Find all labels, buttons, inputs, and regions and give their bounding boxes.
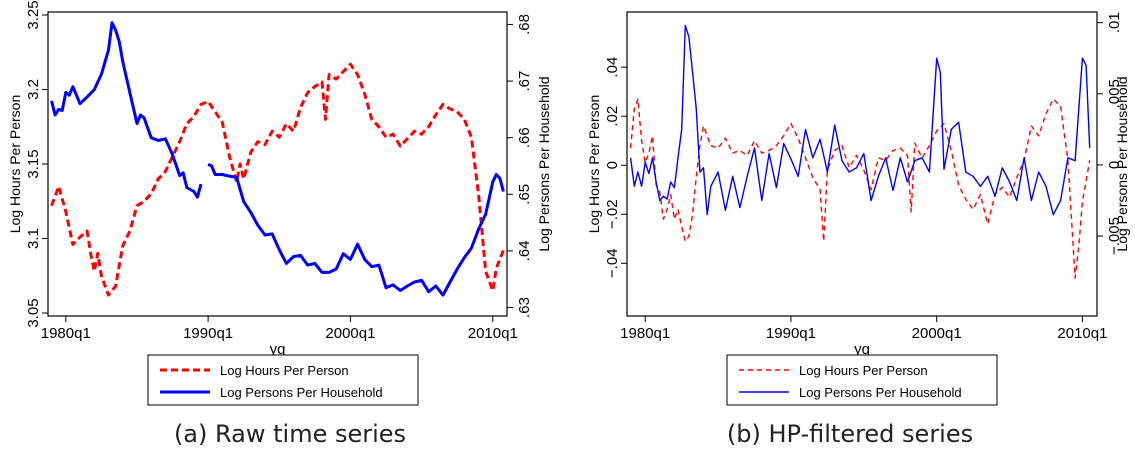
legend-label-hours-per-person: Log Hours Per Person [220,363,349,378]
plot-frame [47,11,508,317]
caption-a: (a) Raw time series [173,420,407,448]
y-tick-label-right: −.005 [1106,217,1123,255]
y-tick-label-right: .64 [516,240,533,261]
legend: Log Hours Per Person Log Persons Per Hous… [147,354,419,406]
series-line-hours-per-person [629,98,1091,279]
x-axis-label: yq [270,341,286,358]
legend: Log Hours Per Person Log Persons Per Hous… [726,354,998,406]
y-tick-label-right: .63 [516,297,533,318]
y-axis-label-left: Log Hours Per Person [586,95,602,234]
y-tick-label-left: 3.15 [25,149,42,178]
series-line-persons-per-household [629,24,1091,216]
y-tick-label-left: −.04 [604,248,621,278]
plot-frame [626,11,1098,317]
y-axis-label-left: Log Hours Per Person [7,95,23,234]
y-tick-label-left: 0 [604,161,621,169]
x-tick-label: 2000q1 [325,325,375,342]
y-tick-label-left: .04 [604,57,621,78]
y-tick-label-left: 3.05 [25,298,42,327]
y-tick-label-right: .65 [516,184,533,205]
legend-box [147,354,419,406]
y-tick-label-right: .005 [1106,79,1123,108]
x-tick-label: 2000q1 [912,325,962,342]
y-tick-label-right: .66 [516,127,533,148]
y-axis-label-right: Log Persons Per Household [536,76,552,251]
x-tick-label: 1980q1 [620,325,670,342]
x-axis-label: yq [854,341,870,358]
legend-label-persons-per-household: Log Persons Per Household [220,385,383,400]
y-tick-label-right: .01 [1106,12,1123,33]
y-tick-label-left: 3.2 [25,79,42,100]
x-tick-label: 1990q1 [766,325,816,342]
caption-b: (b) HP-filtered series [726,420,974,448]
legend-box [726,354,998,406]
series-line-hours-per-person [50,62,505,297]
x-tick-label: 1980q1 [41,325,91,342]
y-tick-label-left: .02 [604,106,621,127]
chart-raw-series: 1980q1 1990q1 2000q1 2010q1 yq 3.05 3.1 3.15 3.2… [7,0,552,406]
y-axis-label-right: Log Persons Per Household [1114,76,1130,251]
y-tick-label-right: 0 [1106,161,1123,169]
y-tick-label-right: .68 [516,14,533,35]
legend-label-persons-per-household: Log Persons Per Household [799,385,962,400]
x-tick-label: 2010q1 [1057,325,1107,342]
series-line-persons-per-household-seg1 [207,162,505,297]
y-tick-label-left: 3.1 [25,228,42,249]
y-tick-label-left: −.02 [604,199,621,229]
y-tick-label-left: 3.25 [25,0,42,29]
y-tick-label-right: .67 [516,71,533,92]
chart-hp-filtered: 1980q1 1990q1 2000q1 2010q1 yq −.04 −.02 0 .02 .0… [586,11,1130,406]
legend-label-hours-per-person: Log Hours Per Person [799,363,928,378]
x-tick-label: 2010q1 [468,325,518,342]
series-line-persons-per-household-seg0 [50,21,203,199]
x-tick-label: 1990q1 [183,325,233,342]
